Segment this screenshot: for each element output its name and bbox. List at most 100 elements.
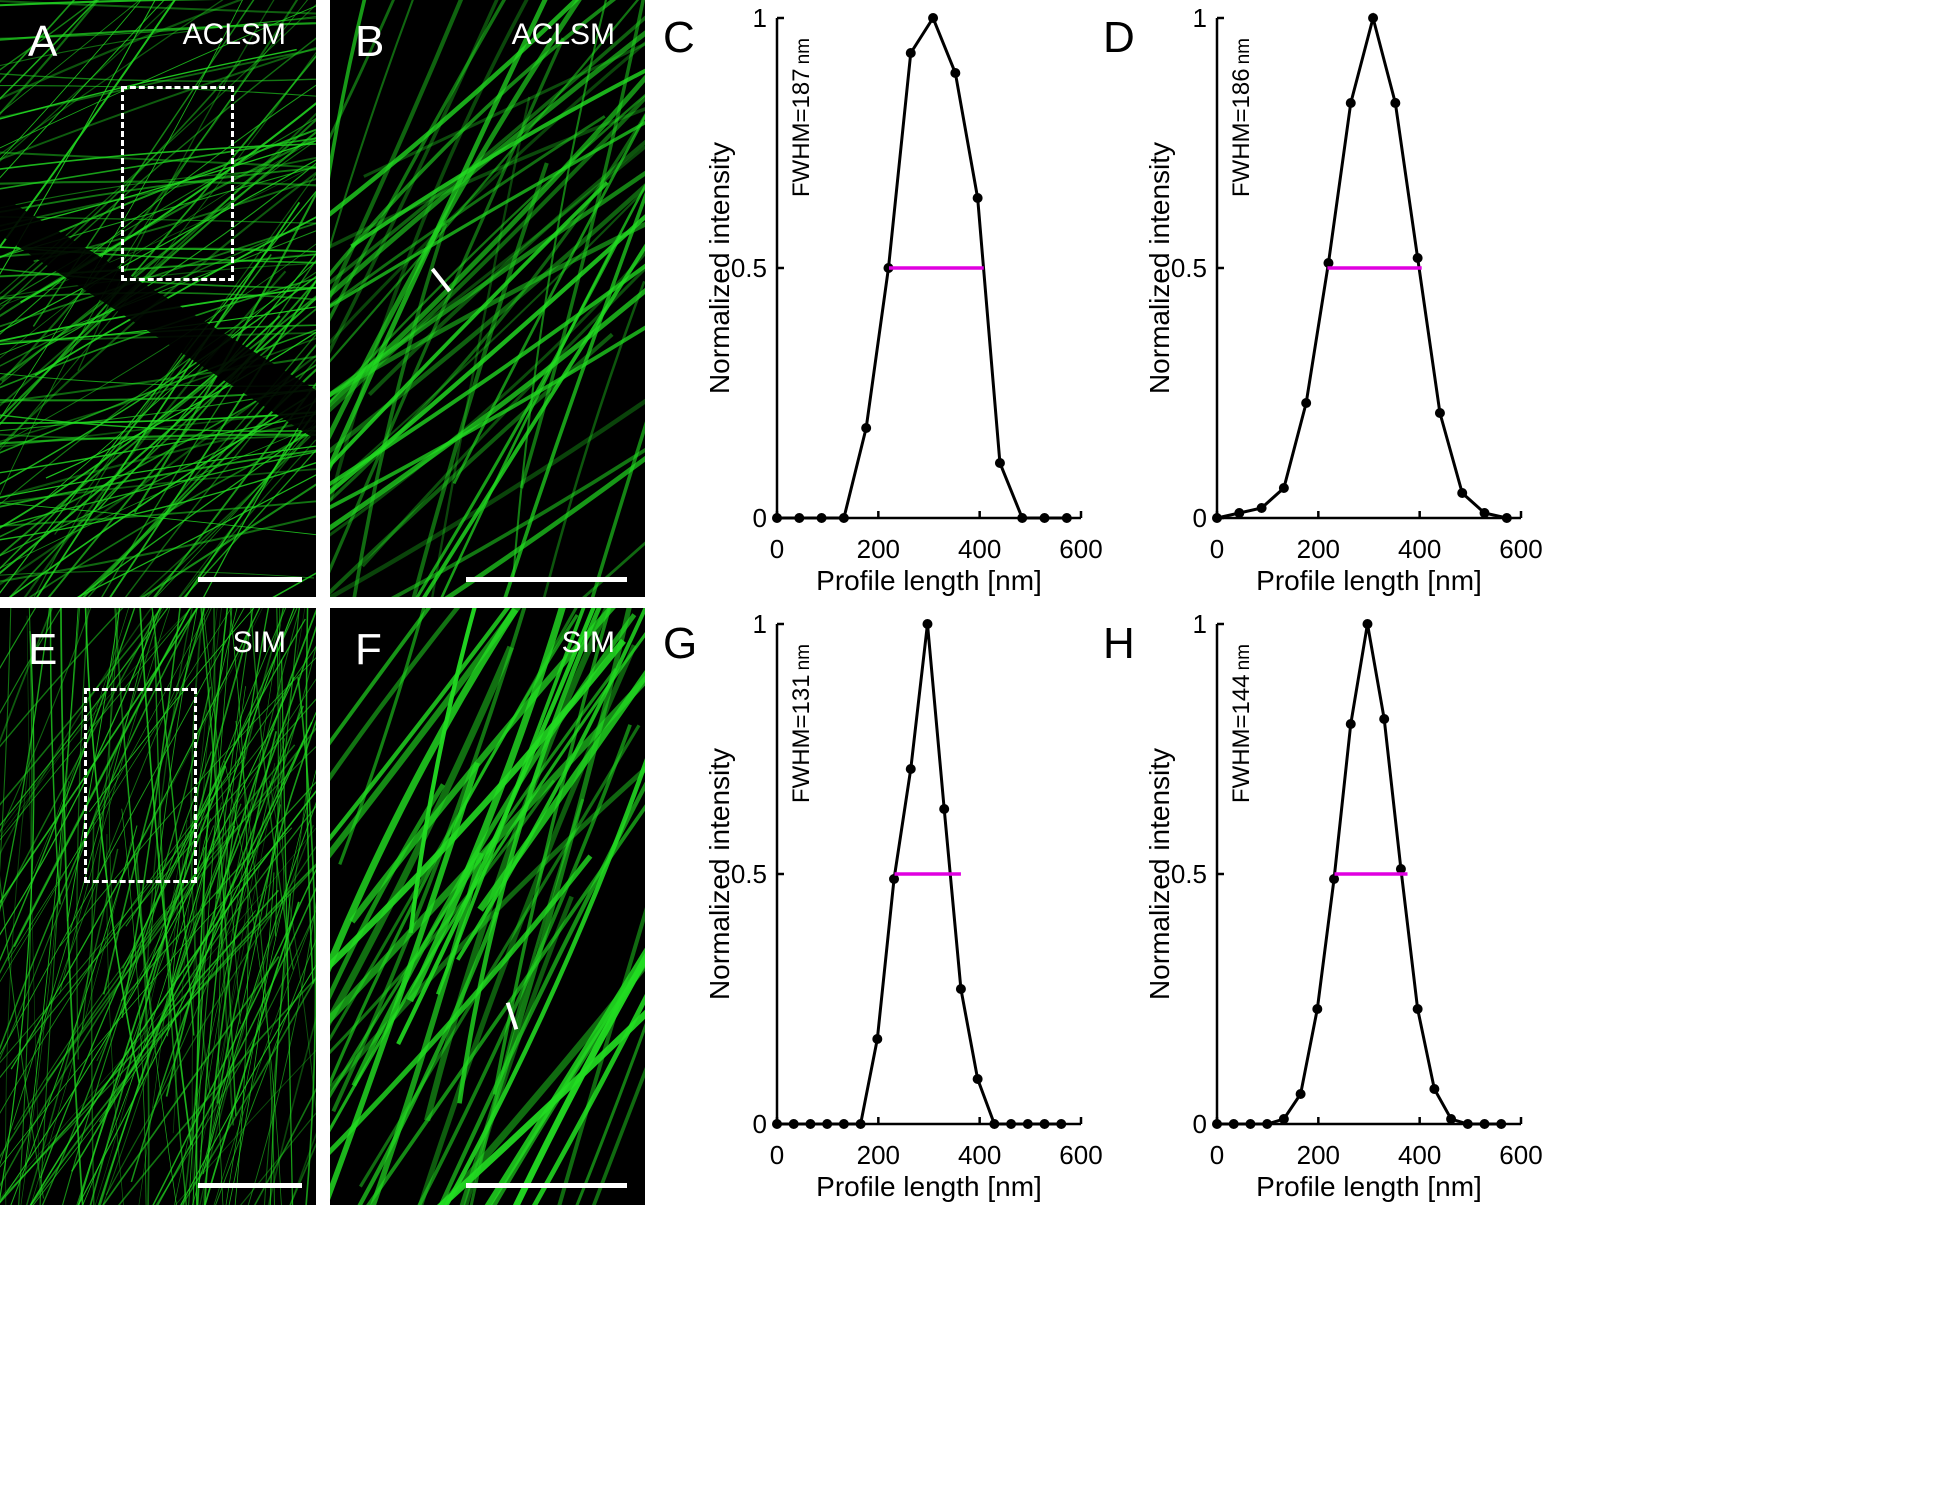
profile-data-point: [1379, 714, 1390, 724]
y-tick-label: 0.5: [1171, 253, 1207, 283]
profile-data-point: [1345, 98, 1356, 108]
profile-data-point: [1362, 619, 1373, 629]
x-axis-label: Profile length [nm]: [1256, 565, 1482, 596]
profile-data-point: [972, 1074, 983, 1084]
fwhm-value: FWHM=187: [788, 68, 815, 197]
filament-strokes: [330, 0, 645, 597]
y-axis-label: Normalized intensity: [704, 748, 735, 1000]
region-of-interest-box: [121, 86, 234, 281]
fwhm-value: FWHM=131: [788, 674, 815, 803]
fwhm-annotation: FWHM=144 nm: [1228, 644, 1255, 803]
y-tick-label: 0.5: [731, 253, 767, 283]
y-tick-label: 0: [1193, 1109, 1207, 1139]
x-tick-label: 0: [770, 534, 784, 564]
profile-data-point: [788, 1119, 799, 1129]
profile-data-point: [950, 68, 961, 78]
micrograph-panel-f: F SIM: [330, 608, 645, 1205]
profile-data-point: [1017, 513, 1028, 523]
y-tick-label: 0: [1193, 503, 1207, 533]
filament-strokes: [330, 608, 645, 1205]
profile-data-point: [1368, 13, 1379, 23]
profile-data-point: [1501, 513, 1512, 523]
profile-data-point: [1462, 1119, 1473, 1129]
y-axis-label: Normalized intensity: [1144, 748, 1175, 1000]
x-tick-label: 200: [1297, 1140, 1340, 1170]
profile-data-point: [989, 1119, 1000, 1129]
panel-letter: C: [663, 13, 695, 62]
method-label: SIM: [232, 626, 286, 659]
x-tick-label: 400: [958, 534, 1001, 564]
panel-letter: F: [355, 625, 382, 674]
scale-bar: [198, 577, 302, 582]
panel-letter: B: [355, 17, 385, 66]
profile-data-point: [972, 193, 983, 203]
profile-data-point: [855, 1119, 866, 1129]
y-tick-label: 1: [753, 609, 767, 639]
x-tick-label: 200: [857, 534, 900, 564]
profile-data-point: [1390, 98, 1401, 108]
scale-bar: [466, 577, 627, 582]
profile-data-point: [1412, 253, 1423, 263]
profile-data-point: [1479, 1119, 1490, 1129]
x-tick-label: 0: [1210, 1140, 1224, 1170]
micrograph-panel-b: B ACLSM: [330, 0, 645, 597]
profile-data-point: [1256, 503, 1267, 513]
x-tick-label: 400: [1398, 534, 1441, 564]
x-tick-label: 400: [958, 1140, 1001, 1170]
profile-data-point: [905, 764, 916, 774]
profile-data-point: [1446, 1114, 1457, 1124]
profile-data-point: [1262, 1119, 1273, 1129]
micrograph-panel-a: A ACLSM: [0, 0, 316, 597]
profile-data-point: [939, 804, 950, 814]
profile-data-point: [928, 13, 939, 23]
filament-image: [330, 0, 645, 597]
x-tick-label: 600: [1059, 534, 1102, 564]
intensity-profile-chart-c: C 0 0.5 1 0 200 400 600 Profile length [nm] Norma…: [663, 3, 1103, 596]
filament-strokes: [0, 608, 316, 1205]
profile-data-point: [822, 1119, 833, 1129]
filament-image: [0, 0, 316, 597]
profile-data-point: [1245, 1119, 1256, 1129]
panel-letter: G: [663, 619, 697, 668]
x-tick-label: 600: [1499, 1140, 1542, 1170]
scale-bar: [466, 1183, 627, 1188]
x-tick-label: 0: [1210, 534, 1224, 564]
profile-data-point: [1278, 1114, 1289, 1124]
filament-image: [330, 608, 645, 1205]
profile-data-point: [1345, 719, 1356, 729]
fwhm-annotation: FWHM=186 nm: [1228, 38, 1255, 197]
panel-letter: D: [1103, 13, 1135, 62]
region-of-interest-box: [84, 688, 197, 883]
profile-data-point: [1496, 1119, 1507, 1129]
filament-image: [0, 608, 316, 1205]
method-label: ACLSM: [511, 18, 615, 51]
profile-data-point: [1212, 1119, 1222, 1129]
profile-data-point: [772, 513, 782, 523]
profile-data-point: [1295, 1089, 1306, 1099]
fwhm-unit: nm: [1233, 644, 1254, 670]
profile-data-point: [1412, 1004, 1423, 1014]
profile-data-point: [772, 1119, 782, 1129]
fwhm-annotation: FWHM=131 nm: [788, 644, 815, 803]
panel-letter: E: [28, 625, 58, 674]
profile-data-point: [1457, 488, 1468, 498]
intensity-profile-chart-d: D 0 0.5 1 0 200 400 600 Profile length [nm] Norma…: [1103, 3, 1543, 596]
profile-data-point: [1395, 864, 1406, 874]
x-tick-label: 200: [857, 1140, 900, 1170]
y-tick-label: 1: [1193, 609, 1207, 639]
method-label: SIM: [561, 626, 615, 659]
profile-data-point: [861, 423, 872, 433]
profile-data-point: [1022, 1119, 1033, 1129]
profile-data-point: [1056, 1119, 1067, 1129]
intensity-profile-chart-h: H 0 0.5 1 0 200 400 600 Profile length [nm] Norma…: [1103, 609, 1543, 1202]
x-axis-label: Profile length [nm]: [1256, 1171, 1482, 1202]
y-tick-label: 0.5: [1171, 859, 1207, 889]
profile-data-point: [838, 513, 849, 523]
y-tick-label: 1: [1193, 3, 1207, 33]
panel-letter: H: [1103, 619, 1135, 668]
profile-data-point: [1061, 513, 1072, 523]
profile-data-point: [1039, 513, 1050, 523]
profile-data-point: [838, 1119, 849, 1129]
profile-data-point: [1312, 1004, 1323, 1014]
profile-data-point: [1234, 508, 1245, 518]
